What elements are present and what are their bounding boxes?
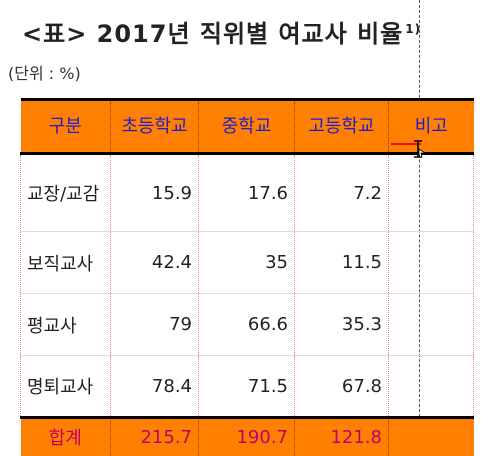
table-row: 보직교사 42.4 35 11.5 — [20, 231, 474, 294]
title-footnote: 1) — [405, 22, 422, 36]
header-note[interactable]: 비고 — [388, 98, 474, 155]
row-label[interactable]: 교장/교감 — [20, 153, 111, 232]
cell-high[interactable]: 67.8 — [294, 355, 389, 418]
header-note-text: 비고 — [414, 115, 448, 137]
unit-label: (단위 : %) — [8, 64, 81, 83]
cell-elementary[interactable]: 42.4 — [110, 231, 199, 294]
cell-note[interactable] — [388, 355, 474, 418]
cell-middle[interactable]: 17.6 — [198, 153, 295, 232]
cell-high[interactable]: 35.3 — [294, 293, 389, 356]
header-elementary[interactable]: 초등학교 — [110, 98, 199, 155]
title-text: <표> 2017년 직위별 여교사 비율 — [22, 20, 404, 48]
cell-middle[interactable]: 71.5 — [198, 355, 295, 418]
statistics-table: 구분 초등학교 중학교 고등학교 비고 교장/교감 15.9 17.6 7.2 … — [20, 98, 474, 456]
header-high[interactable]: 고등학교 — [294, 98, 389, 155]
cell-middle[interactable]: 66.6 — [198, 293, 295, 356]
header-middle[interactable]: 중학교 — [198, 98, 295, 155]
row-label[interactable]: 평교사 — [20, 293, 111, 356]
table-row: 평교사 79 66.6 35.3 — [20, 293, 474, 356]
row-label[interactable]: 명퇴교사 — [20, 355, 111, 418]
page-title: <표> 2017년 직위별 여교사 비율 1) — [22, 14, 421, 49]
cell-middle[interactable]: 35 — [198, 231, 295, 294]
red-underline-mark — [391, 143, 421, 145]
cell-high[interactable]: 11.5 — [294, 231, 389, 294]
cell-note[interactable] — [388, 293, 474, 356]
cell-elementary[interactable]: 15.9 — [110, 153, 199, 232]
header-category[interactable]: 구분 — [20, 98, 111, 155]
row-label[interactable]: 보직교사 — [20, 231, 111, 294]
text-cursor-icon — [414, 140, 426, 158]
cell-elementary[interactable]: 78.4 — [110, 355, 199, 418]
table-row: 교장/교감 15.9 17.6 7.2 — [20, 153, 474, 232]
table-row: 명퇴교사 78.4 71.5 67.8 — [20, 355, 474, 418]
header-row: 구분 초등학교 중학교 고등학교 비고 — [20, 98, 474, 155]
cell-note[interactable] — [388, 153, 474, 232]
cell-note[interactable] — [388, 231, 474, 294]
cell-elementary[interactable]: 79 — [110, 293, 199, 356]
cell-high[interactable]: 7.2 — [294, 153, 389, 232]
